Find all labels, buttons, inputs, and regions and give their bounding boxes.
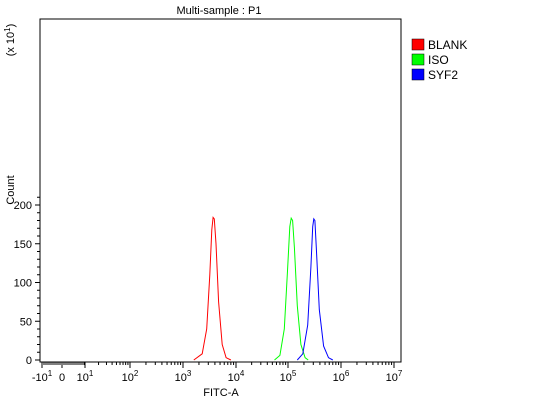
x-tick-label: 106	[333, 369, 350, 384]
y-tick-label: 100	[14, 278, 32, 290]
series-line-syf2	[296, 217, 334, 361]
y-tick-label: 50	[20, 316, 32, 328]
x-tick-label: -101	[32, 369, 53, 384]
x-tick-label: 101	[77, 369, 94, 384]
y-tick-label: 0	[26, 355, 32, 367]
series-line-iso	[274, 216, 309, 361]
y-axis-label: Count	[5, 175, 17, 204]
x-tick-label: 103	[175, 369, 192, 384]
legend-label-blank: BLANK	[428, 38, 467, 52]
x-tick-label: 102	[122, 369, 139, 384]
y-tick-label: 200	[14, 200, 32, 212]
chart-title: Multi-sample : P1	[177, 5, 262, 17]
y-axis: 0 50 100 150 200	[14, 196, 40, 367]
x-tick-label: 107	[386, 369, 403, 384]
legend-swatch-syf2	[411, 68, 425, 81]
legend-swatch-blank	[411, 38, 425, 51]
legend-swatch-iso	[411, 53, 425, 66]
legend-label-syf2: SYF2	[428, 68, 458, 82]
x-tick-label: 104	[228, 369, 245, 384]
x-axis: -101 0 101 102 103 104 105 106 107	[32, 362, 403, 384]
plot-frame	[39, 18, 402, 363]
x-axis-label: FITC-A	[203, 387, 239, 399]
y-tick-label: 150	[14, 239, 32, 251]
histogram-curves	[193, 216, 334, 361]
x-tick-label: 105	[280, 369, 297, 384]
series-line-blank	[193, 216, 232, 361]
y-axis-multiplier: (x 101)	[3, 24, 17, 57]
x-tick-label: 0	[59, 372, 65, 384]
legend-label-iso: ISO	[428, 53, 449, 67]
